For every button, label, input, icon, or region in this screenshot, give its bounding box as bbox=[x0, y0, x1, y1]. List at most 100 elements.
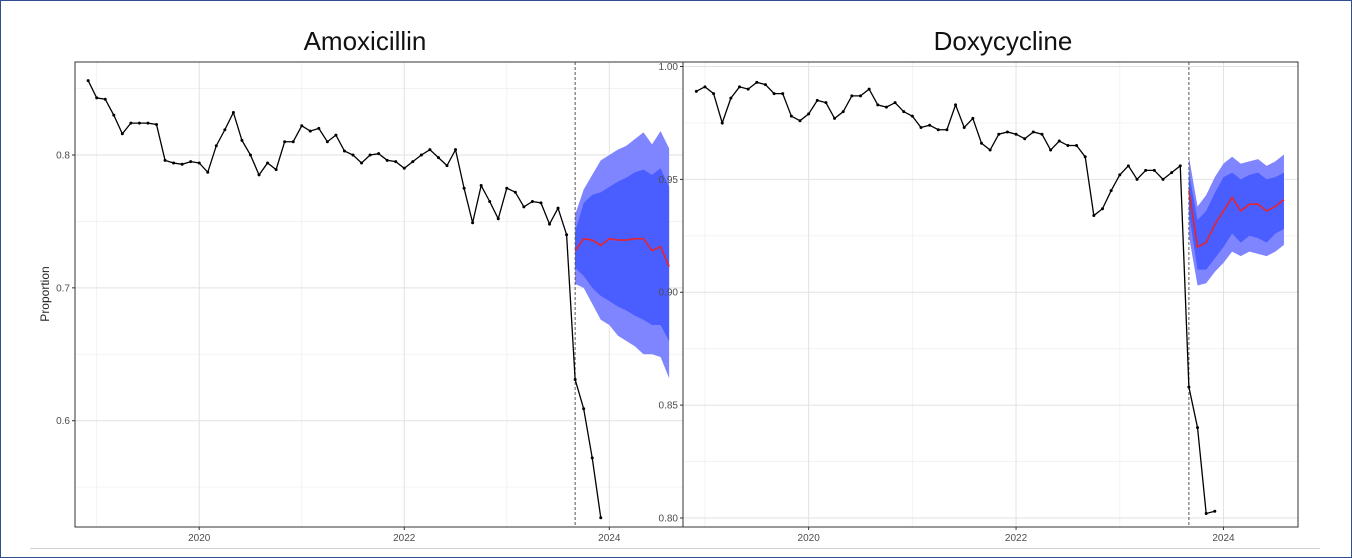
observed-point bbox=[928, 123, 932, 127]
y-tick-label: 0.95 bbox=[659, 175, 679, 186]
observed-point bbox=[962, 125, 966, 129]
observed-point bbox=[351, 153, 355, 157]
y-tick-label: 0.7 bbox=[56, 283, 70, 294]
observed-point bbox=[189, 160, 193, 164]
observed-point bbox=[876, 103, 880, 107]
observed-point bbox=[394, 160, 398, 164]
x-tick-label: 2022 bbox=[1005, 533, 1028, 544]
observed-point bbox=[155, 122, 159, 126]
observed-point bbox=[1109, 189, 1113, 193]
observed-point bbox=[95, 96, 99, 100]
observed-point bbox=[1196, 426, 1200, 430]
observed-point bbox=[163, 158, 167, 162]
observed-point bbox=[565, 233, 569, 237]
observed-point bbox=[746, 87, 750, 91]
x-tick-label: 2020 bbox=[188, 533, 211, 544]
panel-border bbox=[682, 61, 1299, 528]
observed-point bbox=[772, 92, 776, 96]
observed-point bbox=[146, 121, 150, 125]
x-tick-label: 2022 bbox=[393, 533, 416, 544]
chart-title-amoxicillin: Amoxicillin bbox=[304, 26, 427, 56]
observed-point bbox=[539, 201, 543, 205]
x-tick-label: 2024 bbox=[598, 533, 621, 544]
bottom-divider bbox=[30, 548, 1320, 549]
observed-point bbox=[342, 149, 346, 153]
observed-point bbox=[1170, 171, 1174, 175]
y-axis-label: Proportion bbox=[38, 266, 52, 321]
observed-point bbox=[781, 92, 785, 96]
observed-point bbox=[1161, 177, 1165, 181]
observed-point bbox=[1135, 177, 1139, 181]
observed-point bbox=[945, 128, 949, 132]
observed-point bbox=[257, 173, 261, 177]
observed-point bbox=[902, 110, 906, 114]
observed-point bbox=[763, 83, 767, 87]
observed-point bbox=[1126, 164, 1130, 168]
observed-point bbox=[479, 184, 483, 188]
observed-point bbox=[599, 516, 603, 520]
observed-point bbox=[1040, 132, 1044, 136]
y-tick-label: 0.90 bbox=[659, 288, 679, 299]
observed-point bbox=[522, 205, 526, 209]
y-tick-label: 0.80 bbox=[659, 513, 679, 524]
observed-point bbox=[103, 97, 107, 101]
y-tick-label: 0.85 bbox=[659, 401, 679, 412]
observed-point bbox=[206, 170, 210, 174]
observed-point bbox=[850, 94, 854, 98]
observed-point bbox=[385, 158, 389, 162]
y-tick-label: 1.00 bbox=[659, 62, 679, 73]
observed-point bbox=[120, 132, 124, 136]
observed-point bbox=[428, 148, 432, 152]
observed-point bbox=[172, 161, 176, 165]
observed-point bbox=[997, 132, 1001, 136]
observed-point bbox=[137, 121, 141, 125]
observed-point bbox=[325, 140, 329, 144]
observed-point bbox=[274, 168, 278, 172]
observed-point bbox=[798, 119, 802, 123]
observed-point bbox=[1152, 168, 1156, 172]
observed-point bbox=[833, 116, 837, 120]
observed-point bbox=[411, 160, 415, 164]
observed-point bbox=[513, 190, 517, 194]
observed-point bbox=[402, 166, 406, 170]
observed-line bbox=[87, 80, 602, 518]
observed-point bbox=[462, 186, 466, 190]
observed-point bbox=[1066, 144, 1070, 148]
observed-point bbox=[738, 85, 742, 89]
observed-point bbox=[129, 121, 133, 125]
observed-point bbox=[988, 148, 992, 152]
forecast-line bbox=[1188, 190, 1285, 249]
observed-point bbox=[223, 128, 227, 132]
observed-point bbox=[1118, 173, 1122, 177]
doxycycline-panel: 2020 2022 2024 0.80 0.85 0.90 0.95 1.00 bbox=[659, 61, 1299, 544]
observed-point bbox=[1075, 144, 1079, 148]
observed-point bbox=[488, 200, 492, 203]
y-tick-label: 0.6 bbox=[56, 416, 70, 427]
observed-point bbox=[936, 128, 940, 132]
observed-point bbox=[979, 141, 983, 145]
observed-point bbox=[1187, 385, 1191, 389]
observed-point bbox=[214, 144, 218, 148]
observed-point bbox=[300, 124, 304, 128]
forecast-inner-band bbox=[575, 168, 670, 341]
observed-point bbox=[755, 80, 759, 84]
observed-point bbox=[841, 110, 845, 114]
observed-point bbox=[436, 156, 440, 160]
observed-point bbox=[1178, 164, 1182, 168]
observed-point bbox=[815, 98, 819, 102]
observed-point bbox=[248, 153, 252, 157]
observed-point bbox=[1031, 130, 1035, 134]
observed-point bbox=[859, 94, 863, 98]
observed-point bbox=[1100, 207, 1104, 211]
observed-point bbox=[471, 221, 475, 225]
x-tick-label: 2024 bbox=[1212, 533, 1235, 544]
observed-point bbox=[919, 125, 923, 129]
observed-point bbox=[360, 161, 364, 165]
observed-point bbox=[1213, 509, 1217, 513]
observed-point bbox=[954, 103, 958, 107]
observed-point bbox=[377, 152, 381, 156]
observed-point bbox=[807, 112, 811, 116]
observed-point bbox=[573, 378, 577, 382]
forecast-inner-band bbox=[1188, 172, 1284, 270]
